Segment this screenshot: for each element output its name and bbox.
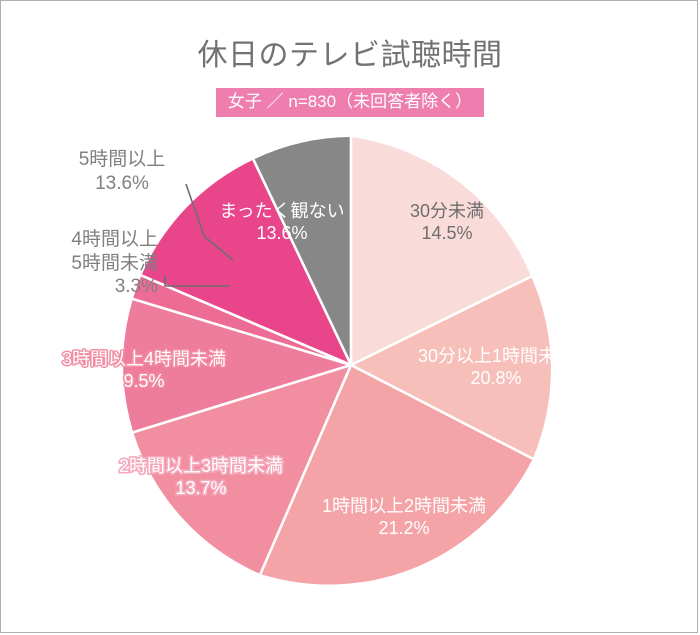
status-badge: 女子 ／ n=830（未回答者除く） — [215, 88, 485, 117]
slice-label-text: 2時間以上3時間未満 — [117, 454, 284, 477]
slice-label-value: 13.6% — [95, 172, 149, 194]
slice-label-value: 21.2% — [378, 518, 430, 539]
slice-label-value: 14.5% — [421, 223, 473, 244]
pie-slices — [123, 137, 551, 585]
pie-slice-mattaku-minai[interactable] — [253, 137, 351, 365]
slice-label-text: 3時間以上4時間未満 — [61, 349, 227, 369]
slice-label-text: 30分以上1時間未満 — [417, 346, 575, 366]
slice-label-value: 3.3% — [114, 276, 158, 298]
slice-label-text: まったく観ない — [219, 201, 345, 221]
slice-label-5h-ijou: 5時間以上 13.6% — [48, 148, 196, 195]
slice-label-1h-2h: 1時間以上2時間未満 21.2% — [296, 495, 512, 540]
page-title: 休日のテレビ試聴時間 — [197, 39, 503, 72]
slice-label-mattaku-minai: まったく観ない 13.6% — [198, 200, 366, 245]
pie-slice-3h-4h[interactable] — [123, 299, 352, 433]
slice-label-2h-3h: 2時間以上3時間未満 13.7% — [93, 454, 309, 500]
slice-label-value: 13.7% — [174, 477, 228, 500]
slice-label-value: 20.8% — [470, 368, 522, 389]
slice-label-text-line1: 4時間以上 — [71, 229, 158, 250]
slice-label-4h-5h: 4時間以上 5時間未満 3.3% — [0, 228, 158, 299]
slice-label-text-line2: 5時間未満 — [71, 252, 158, 274]
slice-label-value: 13.6% — [256, 223, 308, 244]
pie-slice-30min-1h[interactable] — [351, 276, 551, 459]
leader-lines — [164, 183, 234, 287]
leader-line-5h-ijou — [185, 183, 234, 261]
pie-slice-2h-3h[interactable] — [133, 365, 351, 574]
slice-label-30min-1h: 30分以上1時間未満 20.8% — [390, 345, 602, 390]
slice-label-text: 30分未満 — [409, 201, 485, 221]
slice-label-30min-miman: 30分未満 14.5% — [362, 200, 532, 245]
slice-label-text: 5時間以上 — [78, 149, 166, 170]
pie-slice-30min-miman[interactable] — [351, 137, 532, 365]
pie-slice-5h-ijou[interactable] — [141, 159, 351, 365]
subtitle-badge-container: 女子 ／ n=830（未回答者除く） — [0, 88, 700, 117]
slice-label-text: 1時間以上2時間未満 — [321, 496, 487, 516]
pie-slice-separators — [132, 137, 534, 575]
slice-label-3h-4h: 3時間以上4時間未満 9.5% — [36, 348, 252, 393]
slice-label-value: 9.5% — [123, 371, 165, 392]
leader-line-4h-5h — [164, 275, 230, 287]
